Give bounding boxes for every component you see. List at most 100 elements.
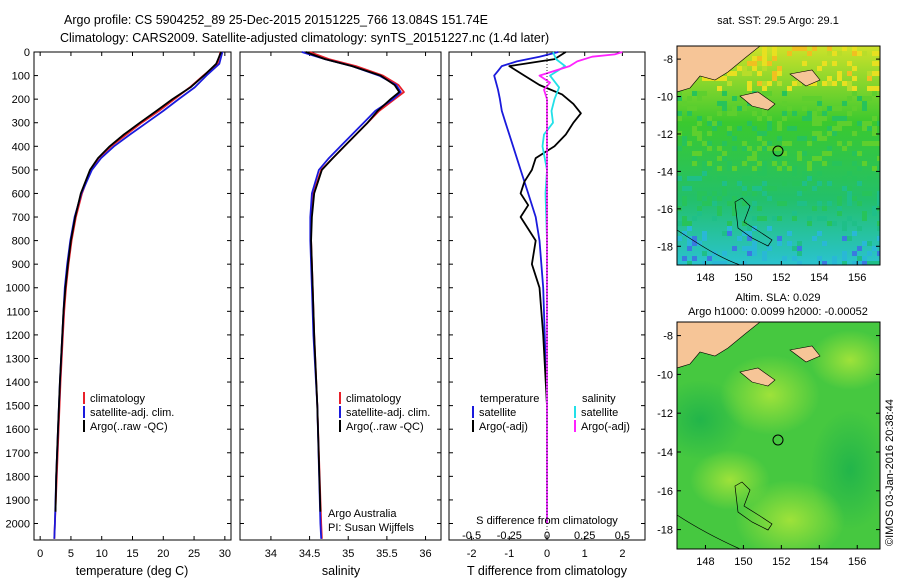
sst-pixel bbox=[787, 241, 792, 246]
imos-stamp: ©IMOS 03-Jan-2016 20:38:44 bbox=[884, 399, 896, 546]
sst-pixel bbox=[832, 131, 837, 136]
sst-pixel bbox=[857, 246, 862, 251]
sst-pixel bbox=[837, 71, 842, 76]
sst-pixel bbox=[847, 111, 852, 116]
sst-pixel bbox=[702, 166, 707, 171]
sst-pixel bbox=[697, 96, 702, 101]
sst-pixel bbox=[702, 231, 707, 236]
sst-pixel bbox=[782, 116, 787, 121]
sst-pixel bbox=[807, 166, 812, 171]
sst-pixel bbox=[802, 96, 807, 101]
sst-pixel bbox=[717, 176, 722, 181]
y-tick-label: 400 bbox=[12, 141, 30, 153]
sst-pixel bbox=[727, 166, 732, 171]
sst-pixel bbox=[732, 246, 737, 251]
sst-pixel bbox=[747, 251, 752, 256]
sst-pixel bbox=[717, 156, 722, 161]
sst-pixel bbox=[812, 156, 817, 161]
y-tick-label: 1500 bbox=[6, 401, 30, 413]
sst-pixel bbox=[822, 161, 827, 166]
sst-pixel bbox=[782, 256, 787, 261]
sst-pixel bbox=[877, 196, 880, 201]
salinity-legend: climatology satellite-adj. clim. Argo(..… bbox=[339, 392, 430, 433]
sst-pixel bbox=[702, 201, 707, 206]
sst-pixel bbox=[762, 166, 767, 171]
sst-pixel bbox=[752, 186, 757, 191]
sst-pixel bbox=[697, 131, 702, 136]
sst-pixel bbox=[752, 156, 757, 161]
sst-pixel bbox=[832, 116, 837, 121]
sst-pixel bbox=[772, 51, 777, 56]
sst-pixel bbox=[852, 151, 857, 156]
sst-pixel bbox=[752, 216, 757, 221]
sst-pixel bbox=[852, 261, 857, 265]
sst-pixel bbox=[792, 46, 797, 51]
sst-pixel bbox=[787, 166, 792, 171]
sst-pixel bbox=[692, 176, 697, 181]
sst-pixel bbox=[727, 111, 732, 116]
sst-pixel bbox=[772, 76, 777, 81]
sst-pixel bbox=[842, 146, 847, 151]
lon-tick-label: 154 bbox=[810, 272, 828, 284]
sst-pixel bbox=[847, 201, 852, 206]
sst-pixel bbox=[692, 91, 697, 96]
sst-pixel bbox=[797, 201, 802, 206]
sst-pixel bbox=[837, 106, 842, 111]
lon-tick-label: 150 bbox=[734, 556, 752, 568]
sst-pixel bbox=[802, 171, 807, 176]
sst-pixel bbox=[827, 151, 832, 156]
sst-pixel bbox=[867, 176, 872, 181]
lat-tick-label: -8 bbox=[663, 331, 673, 343]
sst-pixel bbox=[817, 171, 822, 176]
sst-pixel bbox=[827, 51, 832, 56]
sst-pixel bbox=[717, 76, 722, 81]
sst-pixel bbox=[767, 61, 772, 66]
sst-pixel bbox=[852, 91, 857, 96]
sst-pixel bbox=[692, 106, 697, 111]
sst-pixel bbox=[697, 196, 702, 201]
sst-pixel bbox=[762, 51, 767, 56]
temperature-plot: 0100200300400500600700800900100011001200… bbox=[6, 47, 231, 560]
sst-pixel bbox=[862, 106, 867, 111]
sst-pixel bbox=[792, 171, 797, 176]
sst-pixel bbox=[677, 176, 682, 181]
sst-pixel bbox=[817, 96, 822, 101]
sst-pixel bbox=[747, 206, 752, 211]
sst-pixel bbox=[707, 196, 712, 201]
sst-pixel bbox=[742, 231, 747, 236]
sst-pixel bbox=[797, 156, 802, 161]
lon-tick-label: 152 bbox=[772, 272, 790, 284]
sst-pixel bbox=[717, 196, 722, 201]
sst-pixel bbox=[752, 241, 757, 246]
sst-pixel bbox=[762, 46, 767, 51]
sst-pixel bbox=[817, 131, 822, 136]
sst-pixel bbox=[817, 181, 822, 186]
sst-pixel bbox=[872, 206, 877, 211]
difference-xlabel: T difference from climatology bbox=[467, 564, 628, 578]
sst-pixel bbox=[757, 136, 762, 141]
sst-pixel bbox=[857, 151, 862, 156]
sst-pixel bbox=[797, 246, 802, 251]
sst-pixel bbox=[757, 206, 762, 211]
sst-pixel bbox=[867, 241, 872, 246]
sst-pixel bbox=[802, 176, 807, 181]
coastline bbox=[677, 229, 741, 265]
sst-pixel bbox=[747, 176, 752, 181]
sst-pixel bbox=[847, 141, 852, 146]
sst-pixel bbox=[752, 56, 757, 61]
sst-pixel bbox=[762, 91, 767, 96]
sst-pixel bbox=[692, 126, 697, 131]
sst-pixel bbox=[817, 121, 822, 126]
sst-pixel bbox=[812, 131, 817, 136]
sst-pixel bbox=[692, 236, 697, 241]
sst-pixel bbox=[732, 166, 737, 171]
sst-pixel bbox=[877, 86, 880, 91]
sst-pixel bbox=[872, 166, 877, 171]
sst-pixel bbox=[752, 166, 757, 171]
sst-pixel bbox=[872, 141, 877, 146]
sst-pixel bbox=[677, 111, 682, 116]
sst-pixel bbox=[862, 161, 867, 166]
sst-pixel bbox=[677, 236, 682, 241]
sst-pixel bbox=[842, 186, 847, 191]
